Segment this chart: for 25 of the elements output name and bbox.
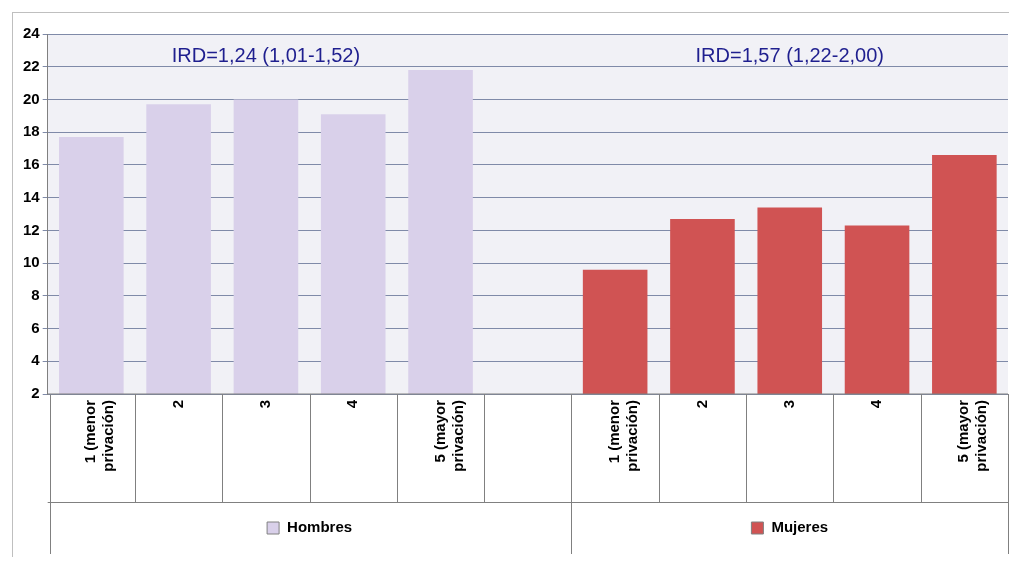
x-tick-label: 4 [343, 399, 361, 409]
annotation: IRD=1,57 (1,22-2,00) [695, 43, 884, 66]
x-tick-label: 3 [779, 400, 797, 409]
x-tick-label: 3 [256, 400, 274, 409]
x-tick-label: 1 (menor privación) [81, 399, 117, 472]
y-tick-label: 14 [23, 187, 41, 205]
annotation: IRD=1,24 (1,01-1,52) [171, 43, 361, 66]
x-tick-label: 4 [867, 399, 885, 409]
x-tick-label: 2 [692, 400, 710, 409]
legend-label: Mujeres [771, 518, 829, 536]
y-tick-label: 10 [23, 253, 40, 271]
x-tick-label: 5 (mayor privación) [954, 399, 990, 472]
x-tick-label: 2 [168, 400, 186, 409]
y-tick-label: 24 [23, 24, 41, 42]
y-tick-label: 8 [31, 285, 40, 303]
y-tick-label: 4 [31, 351, 41, 369]
y-tick-label: 18 [23, 122, 40, 140]
y-tick-label: 16 [23, 155, 40, 173]
y-tick-label: 22 [23, 56, 40, 74]
x-tick-label: 5 (mayor privación) [430, 399, 466, 472]
y-tick-label: 6 [31, 318, 40, 336]
y-tick-label: 20 [23, 89, 40, 107]
legend-label: Hombres [287, 518, 353, 536]
y-tick-label: 12 [23, 220, 40, 238]
x-tick-label: 1 (menor privación) [605, 399, 641, 472]
